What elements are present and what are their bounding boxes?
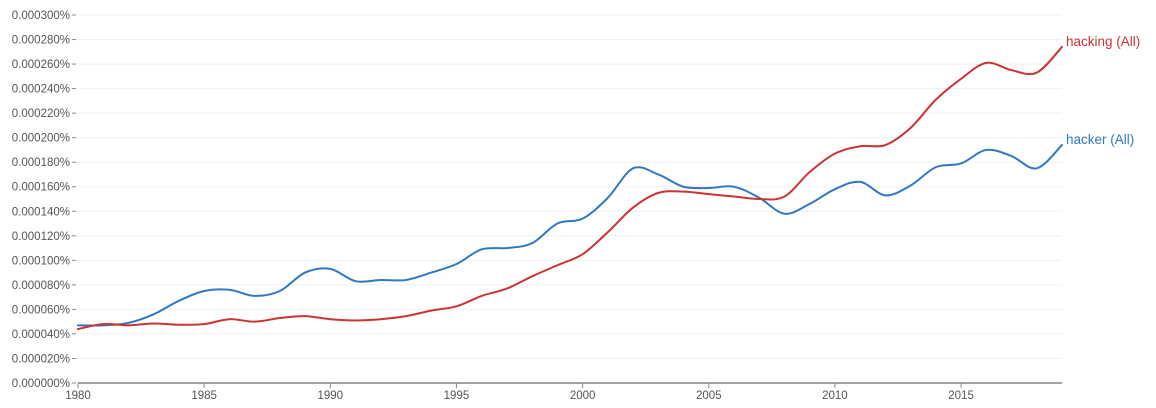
y-tick-label: 0.000120% xyxy=(12,231,70,243)
y-tick-label: 0.000080% xyxy=(12,280,70,292)
x-tick-label: 1990 xyxy=(318,390,344,402)
y-tick-label: 0.000220% xyxy=(12,108,70,120)
series-line[interactable] xyxy=(77,45,1063,331)
y-tick-label: 0.000040% xyxy=(12,329,70,341)
series-lines xyxy=(77,45,1063,331)
x-tick-label: 2000 xyxy=(570,390,596,402)
y-tick-label: 0.000020% xyxy=(12,353,70,365)
x-tick-label: 2015 xyxy=(948,390,974,402)
y-tick-label: 0.000000% xyxy=(12,378,70,390)
y-tick-label: 0.000300% xyxy=(12,10,70,22)
y-tick-label: 0.000060% xyxy=(12,304,70,316)
x-tick-label: 2005 xyxy=(696,390,722,402)
y-tick-label: 0.000160% xyxy=(12,182,70,194)
x-tick-label: 1995 xyxy=(444,390,470,402)
y-tick-label: 0.000100% xyxy=(12,255,70,267)
x-tick-label: 2010 xyxy=(822,390,848,402)
y-tick-label: 0.000200% xyxy=(12,133,70,145)
x-axis-ticks: 1980 1985 1990 1995 2000 2005 2010 2015 xyxy=(65,383,974,402)
x-tick-label: 1980 xyxy=(65,390,91,402)
series-label[interactable]: hacker (All) xyxy=(1066,132,1134,147)
y-tick-label: 0.000260% xyxy=(12,59,70,71)
series-label[interactable]: hacking (All) xyxy=(1066,34,1140,49)
y-axis-ticks: 0.000000% 0.000020% 0.000040% 0.000060% 0.00… xyxy=(12,10,76,390)
y-tick-label: 0.000180% xyxy=(12,157,70,169)
grid-lines xyxy=(78,14,1062,359)
series-labels: hacker (All) hacking (All) xyxy=(1066,34,1140,147)
y-tick-label: 0.000280% xyxy=(12,35,70,47)
series-line[interactable] xyxy=(77,144,1063,327)
y-tick-label: 0.000240% xyxy=(12,84,70,96)
y-tick-label: 0.000140% xyxy=(12,206,70,218)
x-tick-label: 1985 xyxy=(191,390,217,402)
